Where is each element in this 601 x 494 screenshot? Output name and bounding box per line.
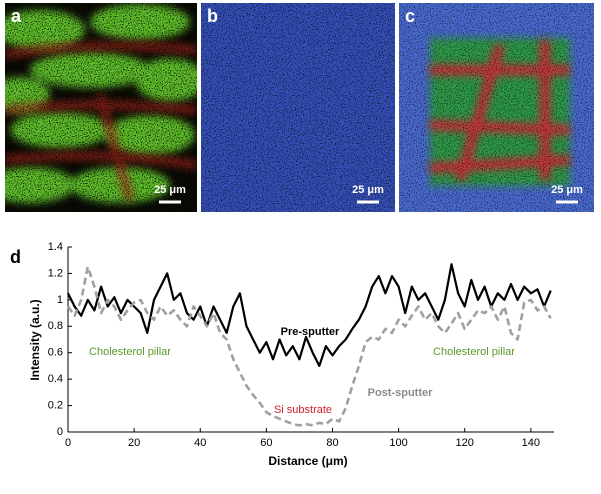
y-tick-label: 0.4 <box>48 373 63 385</box>
x-tick-label: 40 <box>194 437 206 449</box>
annotation: Si substrate <box>274 404 332 416</box>
y-tick-label: 0.6 <box>48 347 63 359</box>
x-tick-label: 80 <box>326 437 338 449</box>
scale-bar-label: 25 μm <box>352 184 384 196</box>
annotation: Cholesterol pillar <box>89 346 171 358</box>
x-tick-label: 20 <box>128 437 140 449</box>
series-line <box>67 263 552 367</box>
panel-label: d <box>10 247 21 267</box>
y-tick-label: 1.2 <box>48 267 63 279</box>
x-tick-label: 100 <box>389 437 407 449</box>
y-tick-label: 0.2 <box>48 399 63 411</box>
x-tick-label: 60 <box>260 437 272 449</box>
x-axis-title: Distance (μm) <box>268 454 347 468</box>
image-b <box>201 3 395 212</box>
image-c <box>399 3 594 212</box>
y-tick-label: 0.8 <box>48 320 63 332</box>
series-label: Post-sputter <box>368 387 434 399</box>
x-tick-label: 0 <box>65 437 71 449</box>
y-axis-title: Intensity (a.u.) <box>28 299 42 380</box>
y-tick-label: 0 <box>57 426 63 438</box>
panel-label: a <box>11 6 22 26</box>
y-tick-label: 1.4 <box>48 241 63 253</box>
series-label: Pre-sputter <box>281 326 340 338</box>
line-chart: d Distance (μm) Intensity (a.u.) 0 20 40 60… <box>10 241 554 468</box>
y-tick-label: 1 <box>57 294 63 306</box>
x-tick-label: 120 <box>456 437 474 449</box>
scale-bar-label: 25 μm <box>154 184 186 196</box>
annotation: Cholesterol pillar <box>433 346 515 358</box>
image-a <box>5 3 197 212</box>
x-tick-label: 140 <box>522 437 540 449</box>
panel-label: b <box>207 6 218 26</box>
panel-label: c <box>405 6 415 26</box>
series-line <box>66 265 552 427</box>
scale-bar-label: 25 μm <box>551 184 583 196</box>
